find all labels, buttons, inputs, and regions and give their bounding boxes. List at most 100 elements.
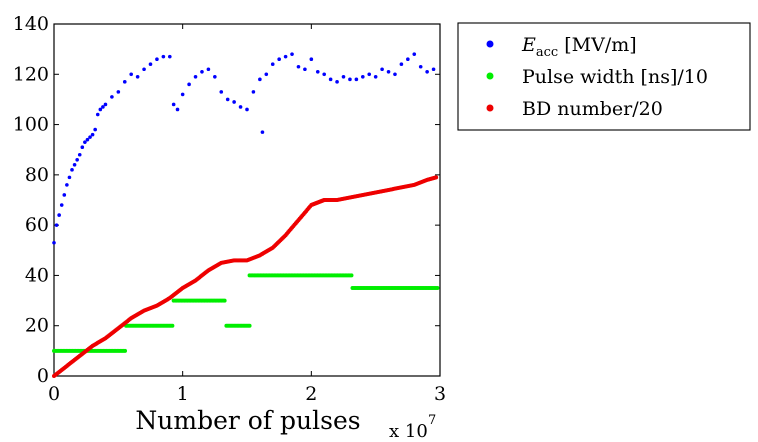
bd-number-point [434,175,439,180]
eacc-point [180,92,185,97]
eacc-point [322,72,327,77]
pulse-width-point [222,298,227,303]
legend-marker-eacc [486,40,494,48]
eacc-point [88,135,92,139]
eacc-point [260,130,265,134]
pulse-width-point [247,323,252,328]
eacc-point [85,137,90,142]
x-tick-label: 3 [434,383,446,405]
eacc-point [335,80,339,84]
eacc-point [59,203,64,207]
legend-label-eacc: Eacc [MV/m] [521,34,637,60]
eacc-point [309,57,314,61]
eacc-point [122,80,127,84]
x-multiplier-base: x 10 [389,421,428,442]
series-eacc [52,52,436,245]
eacc-point [135,75,140,79]
eacc-point [245,107,249,112]
eacc-point [57,213,61,217]
eacc-point [399,62,404,67]
eacc-point [155,57,159,61]
pulse-width-point [123,348,128,353]
y-tick-label: 20 [25,315,49,337]
eacc-point [251,90,256,94]
eacc-point [67,175,72,180]
eacc-point [200,69,204,74]
y-tick-label: 120 [13,63,49,85]
eacc-point [386,69,391,74]
series-bd-number [52,175,439,378]
y-tick-label: 0 [37,365,49,387]
eacc-point [412,52,417,56]
eacc-point [90,132,95,137]
y-tick-label: 80 [25,164,49,186]
eacc-point [290,52,294,56]
eacc-point [187,82,191,87]
x-tick-label: 1 [177,383,189,405]
eacc-point [348,77,352,82]
eacc-point [277,57,281,61]
eacc-point [98,107,103,112]
x-multiplier-exponent: 7 [428,413,436,428]
eacc-point [148,62,153,67]
legend-box [457,22,751,131]
eacc-point [95,112,100,117]
x-multiplier: x 10 [389,421,428,442]
eacc-point [283,54,288,59]
eacc-point [341,75,346,79]
eacc-point [175,107,180,112]
legend-label-bd-number: BD number/20 [522,98,663,120]
eacc-point [296,64,301,69]
eacc-point [80,145,85,149]
legend-eacc-rest: [MV/m] [558,34,636,56]
eacc-point [264,72,269,77]
x-tick-labels: 0 1 2 3 [48,383,446,405]
eacc-point [206,67,211,72]
y-tick-label: 140 [13,13,49,35]
eacc-point [193,75,198,79]
eacc-point [72,163,77,167]
eacc-point [393,72,397,77]
eacc-point [110,95,114,99]
eacc-point [77,152,82,157]
legend-eacc-sub: acc [536,45,558,60]
eacc-point [116,90,121,94]
series-pulse-width [52,273,440,353]
eacc-point [93,127,97,132]
legend-label-pulse-width: Pulse width [ns]/10 [522,66,708,88]
y-tick-label: 40 [25,264,49,286]
x-tick-label: 0 [48,383,60,405]
eacc-point [367,72,372,77]
pulse-width-point [170,323,175,328]
eacc-point [354,77,359,82]
eacc-point [361,75,365,79]
eacc-point [270,62,275,67]
eacc-point [425,69,429,74]
eacc-point [232,100,236,104]
eacc-point [70,168,74,172]
legend-eacc-main: E [521,34,536,56]
eacc-point [168,54,172,59]
eacc-point [142,67,146,72]
eacc-point [83,140,87,144]
eacc-point [219,90,224,94]
x-tick-label: 2 [305,383,317,405]
eacc-point [406,57,410,61]
legend: Eacc [MV/m] Pulse width [ns]/10 BD numbe… [457,22,751,131]
eacc-point [328,77,333,82]
pulse-width-point [349,273,354,278]
eacc-point [52,240,56,245]
plot-frame [53,23,441,377]
eacc-point [225,97,230,102]
eacc-point [315,69,320,74]
eacc-point [373,75,378,79]
eacc-point [418,64,423,69]
eacc-point [161,54,166,59]
eacc-point [303,67,307,72]
legend-marker-bd-number [486,104,494,112]
eacc-point [65,183,69,187]
pulse-width-point [435,286,440,290]
eacc-point [431,67,436,72]
eacc-point [129,72,133,77]
